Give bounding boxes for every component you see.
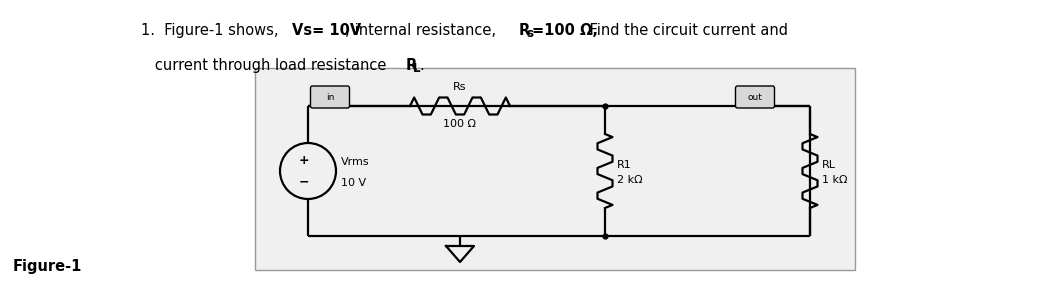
Text: +: + [299, 154, 309, 166]
Text: ; internal resistance,: ; internal resistance, [345, 23, 501, 38]
Text: out: out [747, 92, 763, 101]
Text: Figure-1: Figure-1 [13, 259, 83, 274]
Text: current through load resistance: current through load resistance [141, 58, 392, 73]
Text: RL: RL [822, 160, 836, 170]
Text: .: . [419, 58, 424, 73]
FancyBboxPatch shape [736, 86, 774, 108]
Text: L: L [413, 62, 420, 75]
Text: =100 Ω,: =100 Ω, [532, 23, 598, 38]
Text: R: R [519, 23, 530, 38]
Text: 100 Ω: 100 Ω [443, 119, 477, 129]
Text: −: − [299, 175, 309, 189]
Text: R1: R1 [617, 160, 632, 170]
Text: Vs= 10V: Vs= 10V [292, 23, 362, 38]
Text: Rs: Rs [453, 82, 466, 92]
Bar [255, 68, 855, 270]
Text: 2 kΩ: 2 kΩ [617, 175, 642, 185]
FancyBboxPatch shape [310, 86, 349, 108]
Text: s: s [526, 27, 533, 40]
Text: R: R [406, 58, 417, 73]
Text: 1 kΩ: 1 kΩ [822, 175, 848, 185]
Text: Vrms: Vrms [341, 157, 370, 167]
Text: 1.  Figure-1 shows,: 1. Figure-1 shows, [141, 23, 284, 38]
Text: Find the circuit current and: Find the circuit current and [585, 23, 788, 38]
Text: in: in [326, 92, 334, 101]
Text: 10 V: 10 V [341, 178, 366, 188]
